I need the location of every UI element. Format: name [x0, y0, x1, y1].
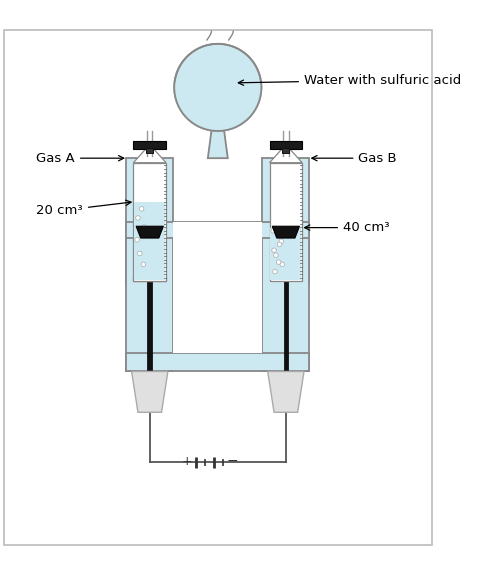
Circle shape — [136, 216, 140, 220]
Bar — [173, 238, 262, 353]
Bar — [133, 276, 166, 281]
Bar — [126, 238, 173, 371]
Polygon shape — [133, 147, 166, 163]
Polygon shape — [272, 226, 300, 238]
Polygon shape — [270, 147, 302, 163]
Bar — [173, 222, 262, 283]
Circle shape — [283, 144, 288, 149]
Bar — [126, 222, 310, 285]
Bar — [262, 158, 310, 285]
Text: 20 cm³: 20 cm³ — [36, 200, 131, 217]
Bar — [282, 148, 289, 153]
Text: Water with sulfuric acid: Water with sulfuric acid — [238, 74, 461, 87]
Text: 40 cm³: 40 cm³ — [304, 221, 390, 234]
Circle shape — [135, 237, 139, 242]
Bar — [270, 163, 302, 281]
Circle shape — [272, 248, 276, 252]
Circle shape — [275, 230, 279, 235]
Bar — [126, 158, 173, 285]
Bar — [134, 202, 165, 280]
Circle shape — [142, 225, 146, 229]
Text: −: − — [227, 454, 238, 468]
Text: Gas A: Gas A — [36, 152, 124, 164]
Circle shape — [174, 44, 261, 131]
Circle shape — [276, 260, 281, 265]
Bar — [133, 141, 166, 149]
Circle shape — [273, 269, 277, 274]
Bar — [147, 154, 152, 385]
Polygon shape — [174, 83, 261, 131]
Bar — [126, 353, 310, 371]
Circle shape — [274, 253, 278, 258]
Circle shape — [147, 144, 153, 149]
Bar — [262, 238, 310, 371]
Circle shape — [280, 262, 285, 267]
Bar — [270, 228, 301, 280]
Circle shape — [141, 262, 145, 267]
Text: +: + — [181, 455, 192, 468]
Circle shape — [271, 228, 276, 233]
Polygon shape — [132, 371, 168, 412]
Circle shape — [279, 239, 284, 243]
Polygon shape — [208, 131, 228, 158]
Circle shape — [277, 242, 282, 247]
Circle shape — [139, 206, 144, 211]
Bar — [284, 154, 288, 385]
Polygon shape — [136, 226, 163, 238]
Bar — [270, 141, 302, 149]
Text: Gas B: Gas B — [312, 152, 397, 164]
Polygon shape — [268, 371, 304, 412]
Bar — [146, 148, 154, 153]
Bar — [133, 163, 166, 281]
Circle shape — [137, 251, 142, 256]
